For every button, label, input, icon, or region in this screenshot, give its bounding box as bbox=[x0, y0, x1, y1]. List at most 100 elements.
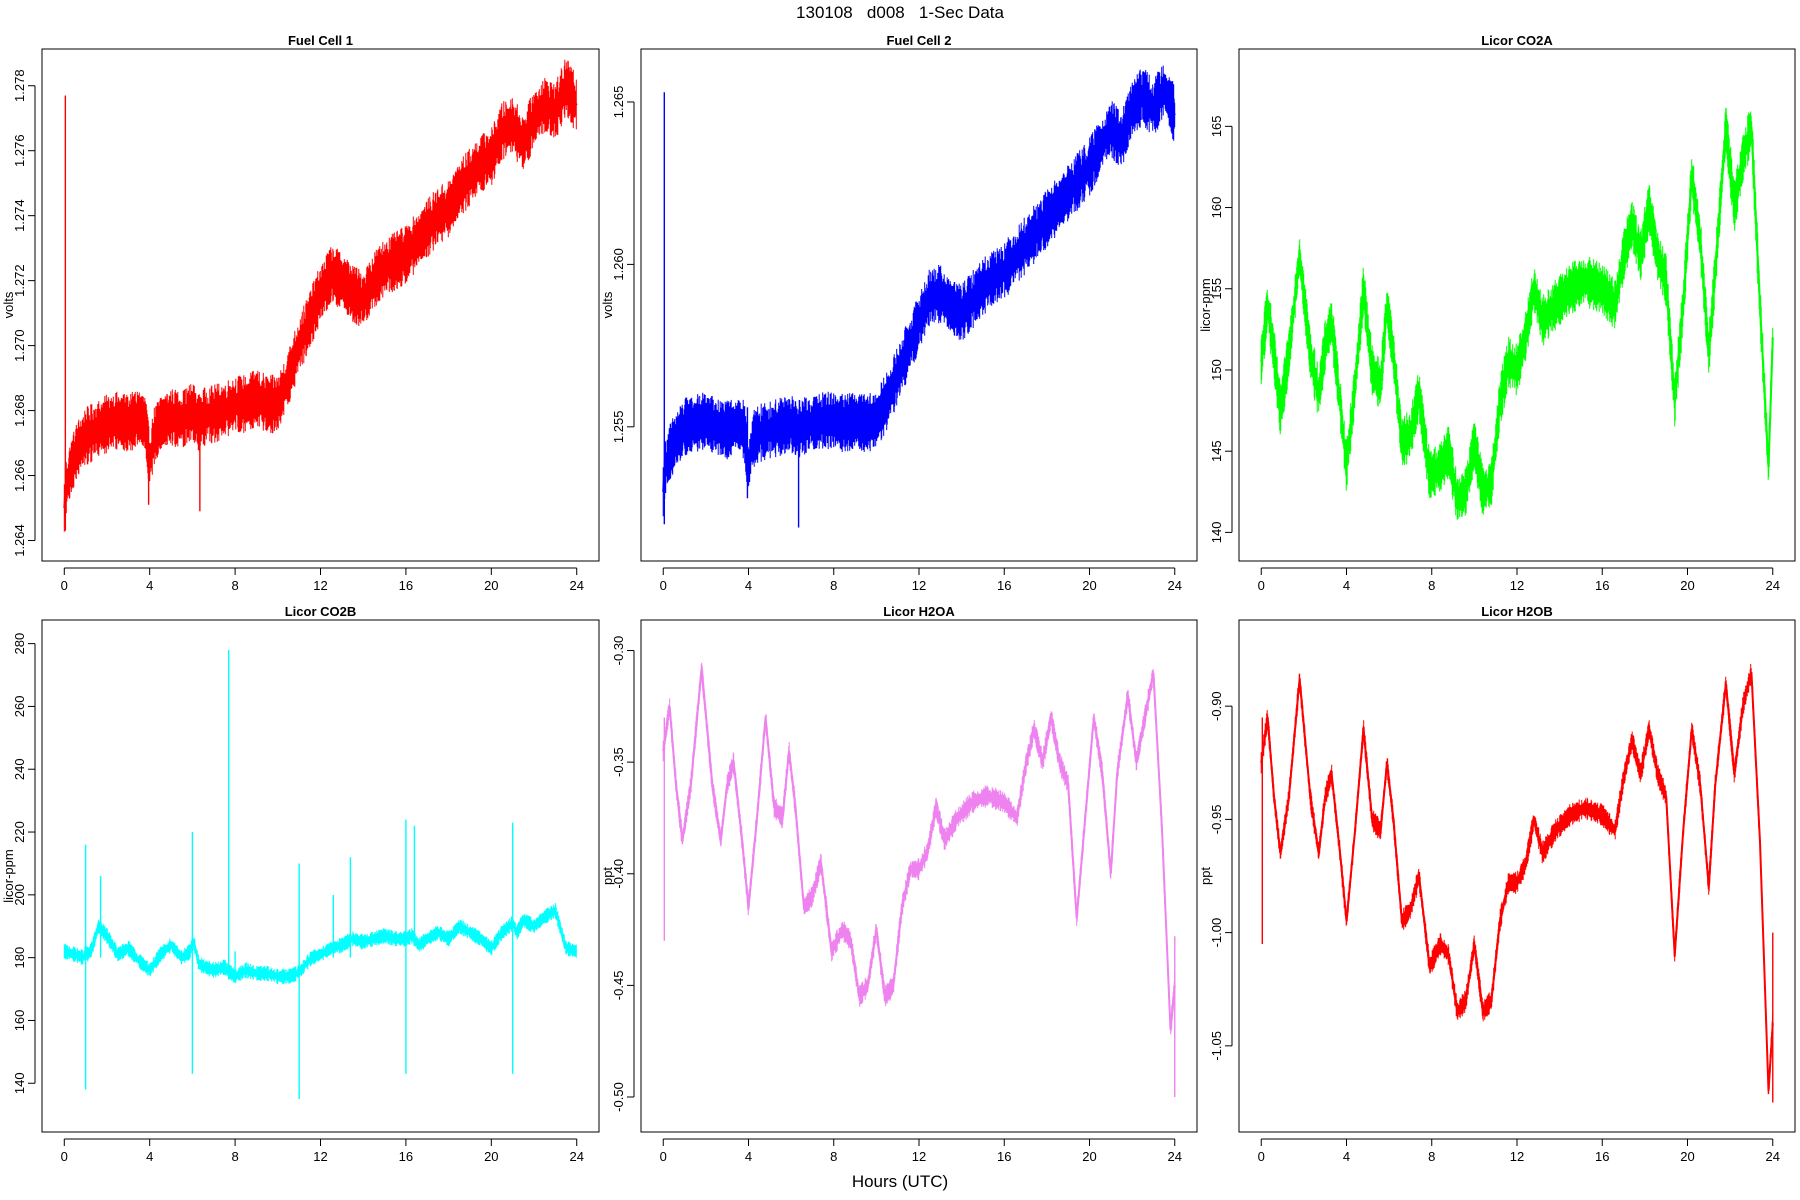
panel-5-y-tick-label-2: -0.40 bbox=[611, 859, 626, 889]
panel-1-frame bbox=[41, 48, 600, 562]
panel-6-x-tick-label-0: 0 bbox=[1258, 1149, 1265, 1164]
panel-3-y-tick-label-1: 145 bbox=[1209, 440, 1224, 462]
panel-1-x-tick-label-6: 24 bbox=[569, 578, 583, 593]
panel-1-y-tick-label-7: 1.278 bbox=[12, 69, 27, 102]
panel-2-series-trend bbox=[662, 86, 1176, 492]
panel-2-x-tick-label-5: 20 bbox=[1082, 578, 1096, 593]
panel-6-y-tick-label-1: -1.00 bbox=[1209, 918, 1224, 948]
panel-5-y-tick-label-1: -0.45 bbox=[611, 971, 626, 1001]
panel-6-x-tick-label-6: 24 bbox=[1766, 1149, 1780, 1164]
panel-5-series-trend bbox=[662, 668, 1176, 1031]
panel-3-x-tick-label-3: 12 bbox=[1510, 578, 1524, 593]
panel-4-ylabel: licor-ppm bbox=[1, 849, 16, 902]
panel-1: Fuel Cell 1 volts 0 4 8 12 16 20 24 1.264 1.266 1.2… bbox=[1, 33, 600, 593]
panel-4-y-tick-label-6: 260 bbox=[12, 696, 27, 718]
panel-2-x-tick-label-6: 24 bbox=[1168, 578, 1182, 593]
panel-4-y-tick-label-3: 200 bbox=[12, 884, 27, 906]
panel-4-x-tick-label-6: 24 bbox=[569, 1149, 583, 1164]
panel-4-x-tick-label-0: 0 bbox=[61, 1149, 68, 1164]
panel-5-y-tick-label-0: -0.50 bbox=[611, 1082, 626, 1112]
panel-2-title: Fuel Cell 2 bbox=[886, 33, 951, 48]
panel-6-title: Licor H2OB bbox=[1481, 604, 1553, 619]
figure-title: 130108 d008 1-Sec Data bbox=[796, 3, 1004, 22]
panel-6-x-tick-label-5: 20 bbox=[1680, 1149, 1694, 1164]
panel-3-y-tick-label-4: 160 bbox=[1209, 197, 1224, 219]
panel-5-y-tick-label-3: -0.35 bbox=[611, 747, 626, 777]
panel-6-x-tick-label-1: 4 bbox=[1343, 1149, 1350, 1164]
panel-1-y-tick-label-1: 1.266 bbox=[12, 459, 27, 492]
panel-3-series-trend bbox=[1260, 126, 1774, 502]
panel-4-y-tick-label-7: 280 bbox=[12, 633, 27, 655]
panel-3-y-tick-label-0: 140 bbox=[1209, 522, 1224, 544]
panel-4-series-trend bbox=[64, 908, 577, 978]
panel-4-y-tick-label-0: 140 bbox=[12, 1072, 27, 1094]
panel-1-y-tick-label-3: 1.270 bbox=[12, 329, 27, 362]
panel-4-y-tick-label-5: 240 bbox=[12, 758, 27, 780]
panel-2-x-tick-label-4: 16 bbox=[997, 578, 1011, 593]
panel-6-frame bbox=[1238, 619, 1796, 1133]
panel-1-x-tick-label-2: 8 bbox=[231, 578, 238, 593]
panel-5-y-tick-label-4: -0.30 bbox=[611, 636, 626, 666]
panel-5-x-tick-label-0: 0 bbox=[660, 1149, 667, 1164]
panel-5: Licor H2OA ppt 0 4 8 12 16 20 24 -0.50 -0.45 -0.40 -… bbox=[600, 604, 1198, 1164]
panel-5-title: Licor H2OA bbox=[883, 604, 955, 619]
panel-5-x-tick-label-1: 4 bbox=[745, 1149, 752, 1164]
panel-6-x-tick-label-3: 12 bbox=[1510, 1149, 1524, 1164]
panel-1-y-tick-label-5: 1.274 bbox=[12, 199, 27, 232]
panel-1-x-tick-label-0: 0 bbox=[61, 578, 68, 593]
panel-3-x-tick-label-4: 16 bbox=[1595, 578, 1609, 593]
panel-4-y-tick-label-4: 220 bbox=[12, 821, 27, 843]
panel-4-y-tick-label-2: 180 bbox=[12, 947, 27, 969]
panel-3-y-tick-label-5: 165 bbox=[1209, 115, 1224, 137]
panel-2-x-tick-label-2: 8 bbox=[830, 578, 837, 593]
panel-3-y-tick-label-3: 155 bbox=[1209, 278, 1224, 300]
panel-1-ylabel: volts bbox=[1, 291, 16, 318]
panel-2-x-tick-label-3: 12 bbox=[912, 578, 926, 593]
panel-1-title: Fuel Cell 1 bbox=[288, 33, 353, 48]
panel-4-x-tick-label-5: 20 bbox=[484, 1149, 498, 1164]
panel-4-x-tick-label-3: 12 bbox=[313, 1149, 327, 1164]
panel-4-y-tick-label-1: 160 bbox=[12, 1010, 27, 1032]
panel-5-ylabel: ppt bbox=[600, 867, 615, 885]
panel-3-x-tick-label-1: 4 bbox=[1343, 578, 1350, 593]
panel-5-x-tick-label-5: 20 bbox=[1082, 1149, 1096, 1164]
panel-1-series-trend bbox=[63, 83, 578, 509]
panel-3-x-tick-label-5: 20 bbox=[1680, 578, 1694, 593]
panel-4-x-tick-label-2: 8 bbox=[231, 1149, 238, 1164]
panel-1-y-tick-label-6: 1.276 bbox=[12, 134, 27, 167]
panel-4-frame bbox=[41, 619, 600, 1133]
panel-6-y-tick-label-3: -0.90 bbox=[1209, 691, 1224, 721]
panel-1-x-tick-label-5: 20 bbox=[484, 578, 498, 593]
figure-xlabel: Hours (UTC) bbox=[852, 1172, 948, 1191]
panel-6-ylabel: ppt bbox=[1198, 867, 1213, 885]
panel-4-x-tick-label-4: 16 bbox=[399, 1149, 413, 1164]
panel-2-x-tick-label-0: 0 bbox=[660, 578, 667, 593]
panel-4-title: Licor CO2B bbox=[285, 604, 357, 619]
panel-4: Licor CO2B licor-ppm 0 4 8 12 16 20 24 140 160 180 2… bbox=[1, 604, 600, 1164]
panel-6-x-tick-label-2: 8 bbox=[1428, 1149, 1435, 1164]
panel-1-x-tick-label-3: 12 bbox=[313, 578, 327, 593]
panel-4-x-tick-label-1: 4 bbox=[146, 1149, 153, 1164]
panel-3: Licor CO2A licor-ppm 0 4 8 12 16 20 24 140 145 150 1… bbox=[1198, 33, 1796, 593]
panel-3-x-tick-label-2: 8 bbox=[1428, 578, 1435, 593]
panel-1-x-tick-label-1: 4 bbox=[146, 578, 153, 593]
panel-6-series-trend bbox=[1260, 671, 1774, 1092]
panels: Fuel Cell 1 volts 0 4 8 12 16 20 24 1.264 1.266 1.2… bbox=[1, 33, 1796, 1164]
panel-3-y-tick-label-2: 150 bbox=[1209, 359, 1224, 381]
panel-5-x-tick-label-4: 16 bbox=[997, 1149, 1011, 1164]
panel-3-title: Licor CO2A bbox=[1481, 33, 1553, 48]
panel-2-x-tick-label-1: 4 bbox=[745, 578, 752, 593]
panel-2-ylabel: volts bbox=[600, 291, 615, 318]
panel-1-y-tick-label-0: 1.264 bbox=[12, 524, 27, 557]
panel-3-ylabel: licor-ppm bbox=[1198, 278, 1213, 331]
panel-6-y-tick-label-0: -1.05 bbox=[1209, 1031, 1224, 1061]
panel-6-y-tick-label-2: -0.95 bbox=[1209, 805, 1224, 835]
panel-6: Licor H2OB ppt 0 4 8 12 16 20 24 -1.05 -1.00 -0.95 -… bbox=[1198, 604, 1796, 1164]
panel-5-frame bbox=[640, 619, 1198, 1133]
panel-5-x-tick-label-2: 8 bbox=[830, 1149, 837, 1164]
panel-2-y-tick-label-1: 1.260 bbox=[611, 248, 626, 281]
panel-6-x-tick-label-4: 16 bbox=[1595, 1149, 1609, 1164]
panel-2-frame bbox=[640, 48, 1198, 562]
